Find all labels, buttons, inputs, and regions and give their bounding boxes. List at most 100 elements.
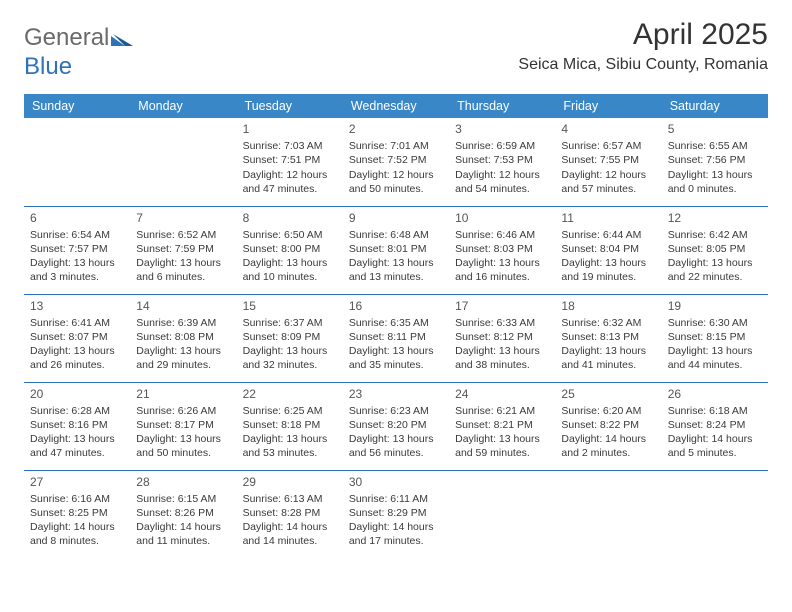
header: General Blue April 2025 Seica Mica, Sibi… (24, 18, 768, 88)
day-line-dl1: Daylight: 13 hours (349, 432, 443, 446)
day-line-dl1: Daylight: 13 hours (455, 344, 549, 358)
day-line-dl1: Daylight: 13 hours (243, 344, 337, 358)
day-cell: 29Sunrise: 6:13 AMSunset: 8:28 PMDayligh… (237, 470, 343, 558)
day-line-dl1: Daylight: 13 hours (30, 432, 124, 446)
day-line-dl2: and 19 minutes. (561, 270, 655, 284)
day-line-sr: Sunrise: 6:25 AM (243, 404, 337, 418)
day-line-dl1: Daylight: 12 hours (561, 168, 655, 182)
day-line-ss: Sunset: 8:01 PM (349, 242, 443, 256)
day-cell: 5Sunrise: 6:55 AMSunset: 7:56 PMDaylight… (662, 118, 768, 206)
day-line-dl2: and 8 minutes. (30, 534, 124, 548)
day-line-sr: Sunrise: 6:41 AM (30, 316, 124, 330)
empty-cell (449, 470, 555, 558)
day-line-dl1: Daylight: 13 hours (455, 256, 549, 270)
day-line-sr: Sunrise: 6:44 AM (561, 228, 655, 242)
day-line-sr: Sunrise: 7:03 AM (243, 139, 337, 153)
day-line-ss: Sunset: 8:17 PM (136, 418, 230, 432)
day-line-ss: Sunset: 8:00 PM (243, 242, 337, 256)
day-line-dl1: Daylight: 14 hours (30, 520, 124, 534)
day-line-dl1: Daylight: 14 hours (243, 520, 337, 534)
day-cell: 18Sunrise: 6:32 AMSunset: 8:13 PMDayligh… (555, 294, 661, 382)
day-line-ss: Sunset: 8:05 PM (668, 242, 762, 256)
table-row: 27Sunrise: 6:16 AMSunset: 8:25 PMDayligh… (24, 470, 768, 558)
day-line-dl1: Daylight: 13 hours (349, 256, 443, 270)
day-line-dl1: Daylight: 13 hours (136, 256, 230, 270)
day-cell: 12Sunrise: 6:42 AMSunset: 8:05 PMDayligh… (662, 206, 768, 294)
day-number: 12 (668, 210, 762, 226)
day-line-ss: Sunset: 8:18 PM (243, 418, 337, 432)
day-line-sr: Sunrise: 6:16 AM (30, 492, 124, 506)
day-number: 25 (561, 386, 655, 402)
day-line-dl1: Daylight: 13 hours (349, 344, 443, 358)
day-cell: 20Sunrise: 6:28 AMSunset: 8:16 PMDayligh… (24, 382, 130, 470)
day-line-dl1: Daylight: 13 hours (561, 256, 655, 270)
day-cell: 13Sunrise: 6:41 AMSunset: 8:07 PMDayligh… (24, 294, 130, 382)
day-number: 9 (349, 210, 443, 226)
day-line-dl1: Daylight: 12 hours (243, 168, 337, 182)
day-line-dl1: Daylight: 14 hours (668, 432, 762, 446)
day-number: 24 (455, 386, 549, 402)
day-number: 6 (30, 210, 124, 226)
day-line-ss: Sunset: 8:24 PM (668, 418, 762, 432)
dayname-3: Wednesday (343, 94, 449, 118)
day-line-dl1: Daylight: 13 hours (136, 344, 230, 358)
day-line-ss: Sunset: 7:52 PM (349, 153, 443, 167)
day-cell: 27Sunrise: 6:16 AMSunset: 8:25 PMDayligh… (24, 470, 130, 558)
day-line-sr: Sunrise: 6:35 AM (349, 316, 443, 330)
day-line-sr: Sunrise: 6:59 AM (455, 139, 549, 153)
day-cell: 19Sunrise: 6:30 AMSunset: 8:15 PMDayligh… (662, 294, 768, 382)
table-row: 20Sunrise: 6:28 AMSunset: 8:16 PMDayligh… (24, 382, 768, 470)
day-line-sr: Sunrise: 6:13 AM (243, 492, 337, 506)
day-line-sr: Sunrise: 6:57 AM (561, 139, 655, 153)
day-line-ss: Sunset: 8:29 PM (349, 506, 443, 520)
day-line-ss: Sunset: 7:51 PM (243, 153, 337, 167)
day-line-sr: Sunrise: 6:11 AM (349, 492, 443, 506)
day-cell: 7Sunrise: 6:52 AMSunset: 7:59 PMDaylight… (130, 206, 236, 294)
day-cell: 10Sunrise: 6:46 AMSunset: 8:03 PMDayligh… (449, 206, 555, 294)
day-line-dl2: and 0 minutes. (668, 182, 762, 196)
day-line-dl2: and 2 minutes. (561, 446, 655, 460)
day-line-dl1: Daylight: 12 hours (455, 168, 549, 182)
day-number: 7 (136, 210, 230, 226)
day-line-dl1: Daylight: 14 hours (136, 520, 230, 534)
table-row: 1Sunrise: 7:03 AMSunset: 7:51 PMDaylight… (24, 118, 768, 206)
day-line-ss: Sunset: 8:20 PM (349, 418, 443, 432)
day-cell: 3Sunrise: 6:59 AMSunset: 7:53 PMDaylight… (449, 118, 555, 206)
day-cell: 30Sunrise: 6:11 AMSunset: 8:29 PMDayligh… (343, 470, 449, 558)
day-number: 16 (349, 298, 443, 314)
day-line-dl2: and 54 minutes. (455, 182, 549, 196)
day-line-sr: Sunrise: 6:54 AM (30, 228, 124, 242)
title-block: April 2025 Seica Mica, Sibiu County, Rom… (518, 18, 768, 74)
day-line-dl1: Daylight: 13 hours (561, 344, 655, 358)
dayname-1: Monday (130, 94, 236, 118)
day-number: 14 (136, 298, 230, 314)
day-line-ss: Sunset: 7:57 PM (30, 242, 124, 256)
day-line-dl2: and 44 minutes. (668, 358, 762, 372)
day-number: 15 (243, 298, 337, 314)
day-line-ss: Sunset: 7:56 PM (668, 153, 762, 167)
day-line-dl2: and 32 minutes. (243, 358, 337, 372)
day-line-sr: Sunrise: 6:37 AM (243, 316, 337, 330)
day-cell: 21Sunrise: 6:26 AMSunset: 8:17 PMDayligh… (130, 382, 236, 470)
dayname-5: Friday (555, 94, 661, 118)
day-line-sr: Sunrise: 6:55 AM (668, 139, 762, 153)
day-line-dl1: Daylight: 13 hours (30, 344, 124, 358)
day-number: 19 (668, 298, 762, 314)
day-number: 29 (243, 474, 337, 490)
day-line-dl2: and 13 minutes. (349, 270, 443, 284)
day-line-sr: Sunrise: 6:46 AM (455, 228, 549, 242)
day-line-dl2: and 35 minutes. (349, 358, 443, 372)
day-line-sr: Sunrise: 6:52 AM (136, 228, 230, 242)
day-number: 22 (243, 386, 337, 402)
empty-cell (130, 118, 236, 206)
day-line-dl2: and 10 minutes. (243, 270, 337, 284)
day-cell: 2Sunrise: 7:01 AMSunset: 7:52 PMDaylight… (343, 118, 449, 206)
day-line-dl1: Daylight: 13 hours (243, 256, 337, 270)
day-number: 27 (30, 474, 124, 490)
day-line-ss: Sunset: 7:55 PM (561, 153, 655, 167)
day-line-dl1: Daylight: 12 hours (349, 168, 443, 182)
day-line-dl1: Daylight: 13 hours (668, 256, 762, 270)
day-line-dl1: Daylight: 14 hours (561, 432, 655, 446)
day-line-sr: Sunrise: 6:32 AM (561, 316, 655, 330)
day-cell: 25Sunrise: 6:20 AMSunset: 8:22 PMDayligh… (555, 382, 661, 470)
